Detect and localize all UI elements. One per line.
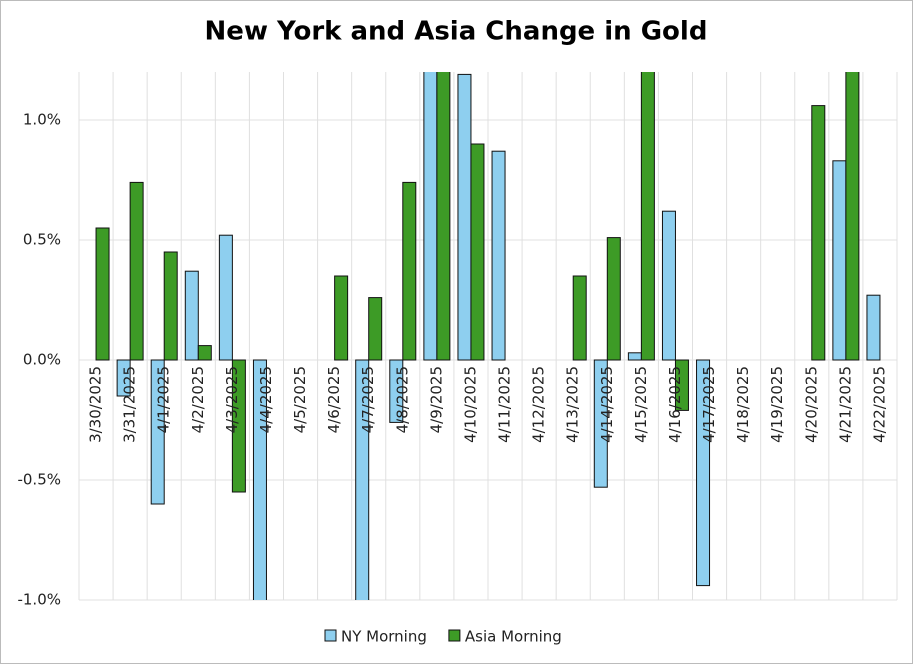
bar xyxy=(866,294,881,361)
y-tick-label: 0.5% xyxy=(23,231,61,249)
x-tick-label: 4/2/2025 xyxy=(189,366,207,433)
bar xyxy=(832,160,847,361)
bars xyxy=(95,72,881,600)
bar xyxy=(436,72,451,361)
x-tick-label: 4/13/2025 xyxy=(564,366,582,443)
bar xyxy=(355,359,370,600)
bar xyxy=(402,181,417,361)
bar xyxy=(334,275,349,361)
bar xyxy=(389,359,404,423)
x-tick-label: 4/9/2025 xyxy=(427,366,445,433)
x-tick-label: 4/15/2025 xyxy=(632,366,650,443)
labels: -1.0% -0.5% 0.0% 0.5% 1.0% 3/30/2025 3/31/2025… xyxy=(17,111,888,646)
bar xyxy=(696,359,711,587)
x-tick-label: 4/14/2025 xyxy=(598,366,616,443)
x-tick-label: 4/10/2025 xyxy=(461,366,479,443)
bar xyxy=(845,72,860,361)
bar xyxy=(593,359,608,488)
bar xyxy=(661,210,676,361)
x-tick-label: 4/8/2025 xyxy=(393,366,411,433)
bar xyxy=(218,234,233,361)
bar xyxy=(150,359,165,505)
legend-label: Asia Morning xyxy=(465,628,562,646)
bar xyxy=(231,359,246,493)
x-tick-label: 4/1/2025 xyxy=(155,366,173,433)
bar xyxy=(252,359,267,600)
grid xyxy=(78,72,898,601)
x-tick-label: 4/11/2025 xyxy=(496,366,514,443)
bar xyxy=(184,270,199,361)
x-tick-label: 4/6/2025 xyxy=(325,366,343,433)
x-tick-label: 4/21/2025 xyxy=(836,366,854,443)
bar xyxy=(640,72,655,361)
bar xyxy=(95,227,110,361)
x-tick-label: 4/19/2025 xyxy=(768,366,786,443)
bar xyxy=(116,359,131,397)
x-tick-label: 4/3/2025 xyxy=(223,366,241,433)
bar xyxy=(163,251,178,361)
legend-swatch xyxy=(324,629,337,642)
x-tick-label: 4/17/2025 xyxy=(700,366,718,443)
bar xyxy=(457,73,472,361)
bar xyxy=(470,143,485,361)
y-tick-label: -0.5% xyxy=(17,471,61,489)
x-tick-label: 4/16/2025 xyxy=(666,366,684,443)
bar xyxy=(491,150,506,361)
x-tick-label: 3/30/2025 xyxy=(87,366,105,443)
bar xyxy=(572,275,587,361)
x-tick-label: 3/31/2025 xyxy=(121,366,139,443)
bar xyxy=(129,181,144,361)
y-tick-label: -1.0% xyxy=(17,591,61,609)
y-tick-label: 1.0% xyxy=(23,111,61,129)
x-tick-label: 4/22/2025 xyxy=(870,366,888,443)
chart-title: New York and Asia Change in Gold xyxy=(205,17,708,47)
x-tick-label: 4/5/2025 xyxy=(291,366,309,433)
bar xyxy=(811,105,826,361)
legend-label: NY Morning xyxy=(341,628,427,646)
x-tick-label: 4/18/2025 xyxy=(734,366,752,443)
bar xyxy=(197,345,212,361)
x-tick-label: 4/7/2025 xyxy=(359,366,377,433)
x-tick-label: 4/4/2025 xyxy=(257,366,275,433)
x-tick-label: 4/20/2025 xyxy=(802,366,820,443)
bar xyxy=(627,352,642,361)
bar xyxy=(674,359,689,411)
bar xyxy=(606,237,621,361)
bar xyxy=(368,297,383,361)
y-tick-label: 0.0% xyxy=(23,351,61,369)
bar xyxy=(423,72,438,361)
x-tick-label: 4/12/2025 xyxy=(530,366,548,443)
legend-swatch xyxy=(448,629,461,642)
